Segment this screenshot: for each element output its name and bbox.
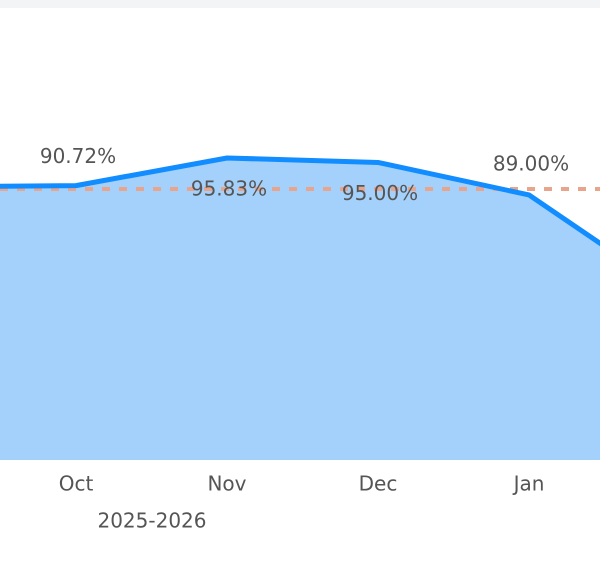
line (0, 155, 600, 247)
x-tick-label: Oct (59, 472, 94, 496)
top-strip (0, 0, 600, 8)
data-label: 89.00% (493, 151, 569, 175)
data-label: 90.72% (40, 144, 116, 168)
data-label: 95.00% (342, 181, 418, 205)
data-label: 95.83% (191, 176, 267, 200)
x-tick-label: Jan (512, 472, 545, 496)
area (0, 157, 600, 460)
x-axis-title: 2025-2026 (97, 509, 206, 533)
x-tick-label: Dec (359, 472, 398, 496)
x-tick-label: Nov (207, 472, 246, 496)
